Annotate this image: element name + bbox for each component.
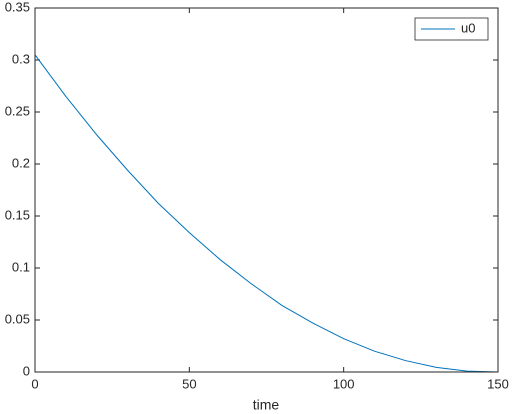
y-tick-label: 0.25 [5, 103, 30, 118]
axes-frame [34, 7, 499, 373]
y-tick-label: 0.35 [5, 0, 30, 14]
y-tick-label: 0.1 [12, 259, 30, 274]
y-tick-label: 0.2 [12, 155, 30, 170]
y-tick-label: 0.05 [5, 311, 30, 326]
x-axis-label: time [253, 397, 280, 413]
legend-label: u0 [461, 20, 475, 35]
x-tick-label: 0 [31, 376, 38, 391]
y-tick-label: 0.3 [12, 51, 30, 66]
y-tick-label: 0 [23, 363, 30, 378]
plot-area [35, 8, 498, 372]
line [34, 54, 499, 373]
y-tick-label: 0.15 [5, 207, 30, 222]
x-tick-label: 50 [182, 376, 196, 391]
x-tick-label: 100 [333, 376, 355, 391]
x-tick-label: 150 [487, 376, 509, 391]
